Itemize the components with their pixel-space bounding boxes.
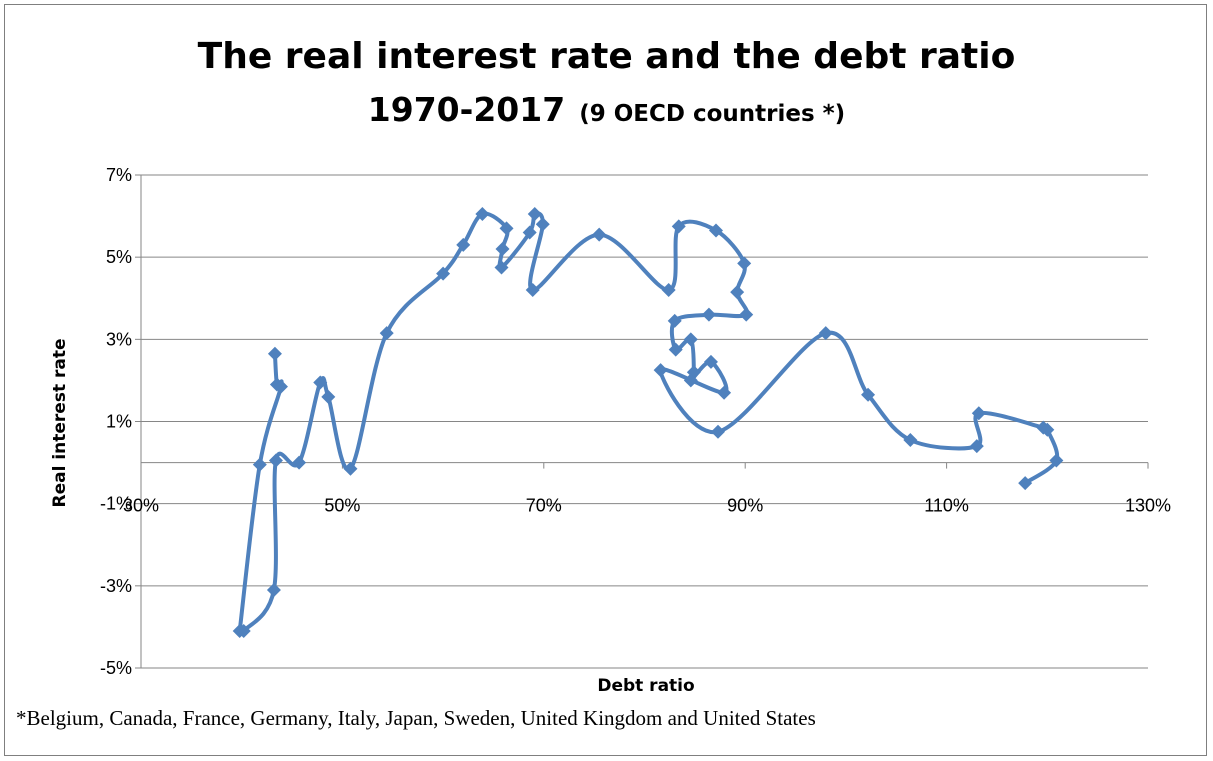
gridlines bbox=[141, 174, 1148, 669]
data-point bbox=[818, 326, 833, 341]
data-point bbox=[701, 307, 716, 322]
series-path bbox=[237, 211, 1060, 637]
data-point bbox=[535, 217, 550, 232]
x-tick-label: 30% bbox=[123, 496, 159, 516]
data-point bbox=[268, 453, 283, 468]
x-axis-label: Debt ratio bbox=[597, 676, 694, 696]
data-point bbox=[292, 455, 307, 470]
subtitle-note: (9 OECD countries *) bbox=[579, 101, 846, 127]
data-point bbox=[456, 237, 471, 252]
chart-title: The real interest rate and the debt rati… bbox=[197, 36, 1016, 77]
data-point bbox=[527, 207, 542, 222]
data-point bbox=[592, 227, 607, 242]
data-point bbox=[903, 432, 918, 447]
data-point bbox=[668, 342, 683, 357]
chart-subtitle: 1970-2017 (9 OECD countries *) bbox=[0, 90, 1213, 129]
y-tick-label: -1% bbox=[100, 494, 132, 514]
x-tick-label: 50% bbox=[324, 496, 360, 516]
data-point bbox=[321, 389, 336, 404]
data-point bbox=[703, 354, 718, 369]
data-point bbox=[1049, 453, 1064, 468]
tick-labels: 7% 5% 3% 1% -1% -3% -5% 30% 50% 70% 90% 110% 130% bbox=[100, 165, 1171, 678]
data-point bbox=[499, 221, 514, 236]
data-point bbox=[436, 266, 451, 281]
data-point bbox=[667, 313, 682, 328]
series-markers bbox=[232, 207, 1064, 639]
y-tick-label: 3% bbox=[106, 329, 132, 349]
data-point bbox=[739, 307, 754, 322]
x-tick-label: 110% bbox=[924, 496, 969, 516]
data-point bbox=[711, 424, 726, 439]
data-point bbox=[683, 332, 698, 347]
data-point bbox=[266, 582, 281, 597]
y-tick-label: -3% bbox=[100, 576, 132, 596]
data-point bbox=[1018, 476, 1033, 491]
y-tick-label: 7% bbox=[106, 165, 132, 185]
data-point bbox=[495, 241, 510, 256]
data-point bbox=[671, 219, 686, 234]
y-tick-label: -5% bbox=[100, 658, 132, 678]
footnote: *Belgium, Canada, France, Germany, Italy… bbox=[16, 706, 816, 730]
x-tick-label: 70% bbox=[526, 496, 562, 516]
y-tick-label: 1% bbox=[106, 412, 132, 432]
data-point bbox=[661, 283, 676, 298]
series-line bbox=[237, 211, 1060, 637]
data-point bbox=[969, 439, 984, 454]
y-axis-label: Real interest rate bbox=[50, 338, 70, 507]
data-point bbox=[861, 387, 876, 402]
data-point bbox=[273, 379, 288, 394]
data-point bbox=[379, 326, 394, 341]
data-point bbox=[730, 285, 745, 300]
data-point bbox=[313, 375, 328, 390]
data-point bbox=[737, 256, 752, 271]
data-point bbox=[252, 457, 267, 472]
data-point bbox=[1040, 422, 1055, 437]
data-point bbox=[653, 363, 668, 378]
data-point bbox=[522, 225, 537, 240]
axes bbox=[135, 174, 1149, 669]
y-tick-label: 5% bbox=[106, 247, 132, 267]
data-point bbox=[494, 260, 509, 275]
subtitle-years: 1970-2017 bbox=[367, 90, 566, 129]
data-point bbox=[525, 283, 540, 298]
data-point bbox=[717, 385, 732, 400]
data-point bbox=[971, 406, 986, 421]
data-point bbox=[475, 207, 490, 222]
data-point bbox=[683, 373, 698, 388]
data-point bbox=[708, 223, 723, 238]
x-tick-label: 130% bbox=[1125, 496, 1171, 516]
x-tick-label: 90% bbox=[727, 496, 763, 516]
data-point bbox=[343, 461, 358, 476]
chart-frame bbox=[4, 4, 1207, 756]
data-point bbox=[267, 346, 282, 361]
data-point bbox=[236, 624, 251, 639]
